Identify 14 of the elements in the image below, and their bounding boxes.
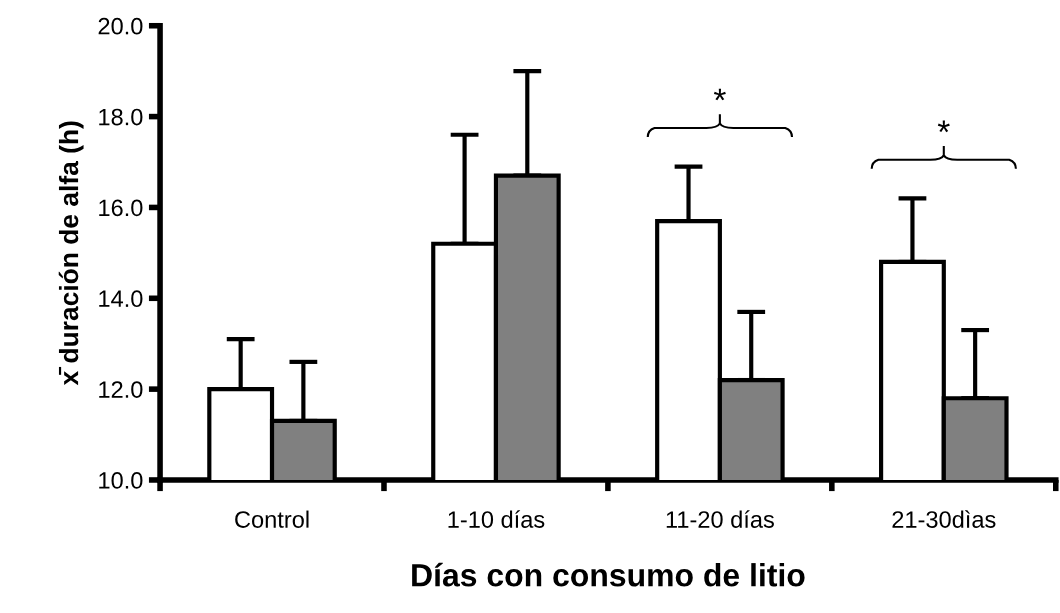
x-tick-label: 21-30dìas: [892, 510, 996, 528]
y-tick-label: 10.0: [99, 472, 143, 489]
annotation: *: [713, 88, 726, 101]
y-tick-label: 12.0: [99, 381, 143, 398]
y-axis-title: x̄ duración de alfa (h): [58, 121, 84, 386]
y-tick-label: 18.0: [99, 108, 143, 126]
y-tick-label: 20.0: [98, 17, 143, 35]
annotation: *: [937, 120, 950, 133]
x-axis-title: Días con consumo de litio: [412, 562, 805, 587]
y-tick-label: 14.0: [99, 290, 143, 308]
x-tick-label: 11-20 días: [666, 510, 774, 528]
x-tick-label: 1-10 días: [448, 510, 545, 528]
y-tick-label: 16.0: [99, 199, 143, 217]
x-tick-label: Control: [235, 510, 309, 528]
